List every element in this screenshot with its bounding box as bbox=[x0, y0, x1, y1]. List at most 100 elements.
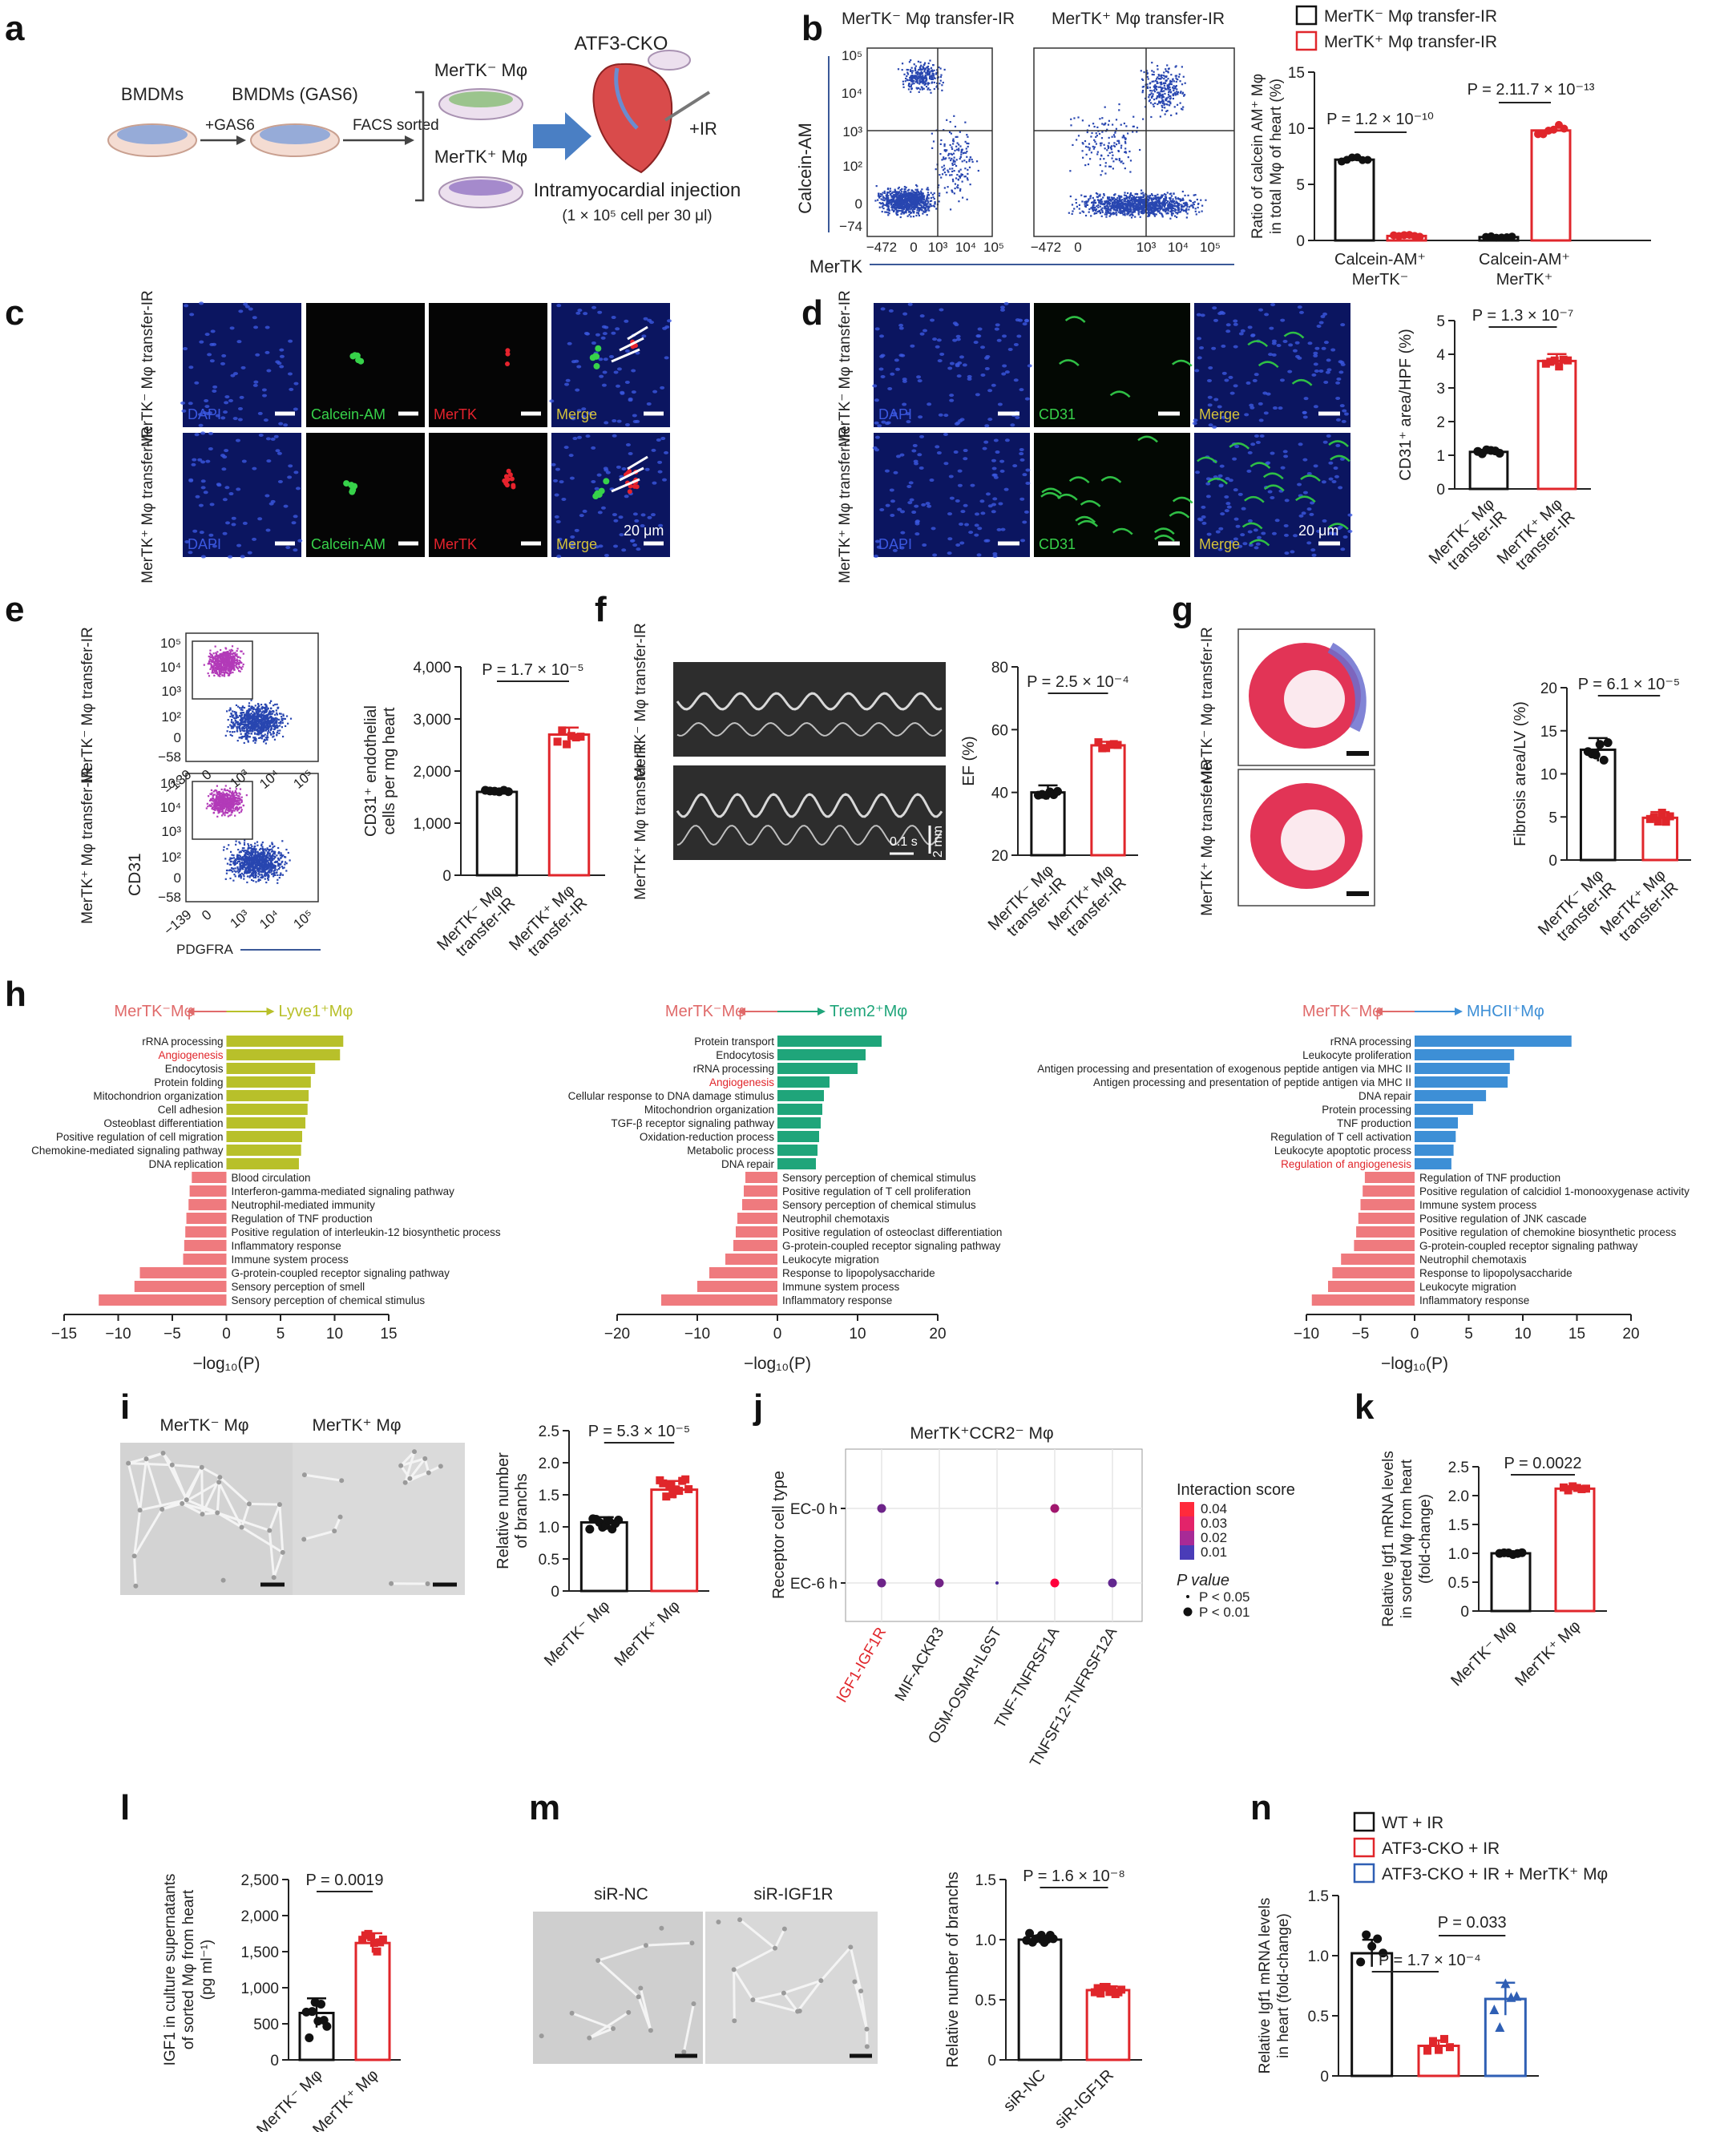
flow-dot bbox=[955, 135, 957, 139]
flow-dot bbox=[969, 156, 971, 159]
nucleus-dot bbox=[594, 545, 600, 549]
flow-dot bbox=[1141, 201, 1144, 204]
flow-dot bbox=[1158, 93, 1161, 96]
nucleus-dot bbox=[208, 431, 214, 435]
n-point bbox=[1489, 2004, 1500, 2014]
cd31-vessel bbox=[1109, 390, 1131, 398]
flow-dot bbox=[1169, 98, 1172, 100]
flow-dot bbox=[255, 723, 257, 725]
flow-dot bbox=[909, 76, 911, 79]
flow-dot bbox=[1117, 200, 1120, 203]
flow-dot bbox=[914, 193, 917, 196]
nucleus-dot bbox=[993, 438, 999, 442]
nucleus-dot bbox=[1218, 527, 1224, 531]
nucleus-dot bbox=[1024, 319, 1030, 323]
flow-dot bbox=[1069, 195, 1072, 198]
nucleus-dot bbox=[1263, 411, 1269, 415]
heart-vessel bbox=[614, 67, 639, 130]
panel-label-f: f bbox=[595, 590, 607, 629]
nucleus-dot bbox=[935, 345, 940, 349]
flow-dot bbox=[890, 201, 893, 204]
flow-dot bbox=[1098, 202, 1100, 204]
i-ytick-label: 0.5 bbox=[539, 1552, 559, 1569]
nucleus-dot bbox=[1205, 477, 1211, 481]
dish-injected bbox=[648, 50, 691, 71]
flow-dot bbox=[1088, 149, 1091, 151]
flow-dot bbox=[1162, 200, 1165, 203]
flow-dot bbox=[939, 75, 942, 79]
flow-dot bbox=[1092, 210, 1094, 212]
flow-dot bbox=[1163, 78, 1165, 80]
nucleus-dot bbox=[1234, 445, 1240, 449]
nucleus-dot bbox=[1217, 547, 1223, 551]
nucleus-dot bbox=[660, 386, 665, 390]
l-point bbox=[322, 2021, 332, 2031]
nucleus-dot bbox=[884, 469, 890, 473]
l-ylabel-line: of sorted Mφ from heart bbox=[180, 1889, 197, 2049]
nucleus-dot bbox=[1294, 341, 1300, 345]
nucleus-dot bbox=[1284, 499, 1290, 503]
flow-dot bbox=[1118, 211, 1120, 213]
flow-dot bbox=[1167, 71, 1169, 74]
m-ytick-label: 0 bbox=[987, 2053, 996, 2069]
nucleus-dot bbox=[591, 480, 596, 484]
flow-dot bbox=[257, 703, 260, 705]
cd31-vessel bbox=[1258, 361, 1279, 369]
flow-dot bbox=[910, 91, 912, 93]
nucleus-dot bbox=[1271, 341, 1277, 345]
nucleus-dot bbox=[949, 361, 955, 365]
flow-dot bbox=[1166, 109, 1169, 112]
nucleus-dot bbox=[1001, 372, 1007, 376]
nucleus-dot bbox=[1197, 356, 1202, 360]
nucleus-dot bbox=[1229, 391, 1235, 395]
flow-dot bbox=[1138, 211, 1141, 213]
c-arrow bbox=[627, 325, 648, 341]
nucleus-dot bbox=[181, 409, 187, 413]
nucleus-dot bbox=[199, 531, 204, 535]
nucleus-dot bbox=[1192, 422, 1197, 426]
flow-dot bbox=[1159, 207, 1161, 209]
panel-label-g: g bbox=[1172, 590, 1193, 629]
flow-dot bbox=[278, 721, 281, 725]
nucleus-dot bbox=[880, 307, 886, 311]
flow-dot bbox=[886, 208, 889, 211]
flow-dot bbox=[1107, 201, 1110, 204]
flow-dot bbox=[874, 200, 877, 202]
nucleus-dot bbox=[225, 521, 231, 525]
flow-dot bbox=[931, 75, 934, 77]
flow-dot bbox=[1103, 143, 1105, 146]
flow-dot bbox=[938, 66, 940, 69]
nucleus-dot bbox=[1330, 348, 1336, 352]
flow-dot bbox=[1148, 205, 1150, 208]
flow-dot bbox=[877, 199, 879, 201]
flow-dot bbox=[1149, 213, 1151, 216]
flow-dot bbox=[248, 711, 250, 713]
nucleus-dot bbox=[597, 511, 603, 515]
flow-dot bbox=[1097, 206, 1100, 208]
flow-dot bbox=[1115, 214, 1118, 216]
nucleus-dot bbox=[564, 382, 570, 386]
flow-dot bbox=[1124, 194, 1127, 197]
nucleus-dot bbox=[613, 544, 619, 548]
flow-dot bbox=[250, 699, 252, 701]
g-point bbox=[1595, 740, 1605, 749]
flow-dot bbox=[1082, 156, 1084, 159]
flow-dot bbox=[908, 83, 910, 85]
flow-dot bbox=[931, 72, 934, 75]
flow-dot bbox=[1119, 196, 1121, 200]
flow-dot bbox=[932, 204, 935, 207]
flow-dot bbox=[234, 720, 236, 722]
flow-dot bbox=[939, 143, 942, 145]
i-category-label: MerTK⁻ Mφ bbox=[541, 1597, 613, 1670]
flow-dot bbox=[1146, 201, 1149, 204]
nucleus-dot bbox=[212, 385, 218, 389]
flow-dot bbox=[920, 204, 923, 206]
d-ytick-label: 4 bbox=[1436, 347, 1445, 364]
flow-dot bbox=[1197, 203, 1200, 205]
cells-bmdms bbox=[117, 125, 188, 144]
flow-dot bbox=[882, 204, 884, 208]
nucleus-dot bbox=[1283, 454, 1289, 458]
nucleus-dot bbox=[1318, 369, 1324, 373]
nucleus-dot bbox=[1245, 381, 1251, 385]
nucleus-dot bbox=[1342, 535, 1348, 539]
